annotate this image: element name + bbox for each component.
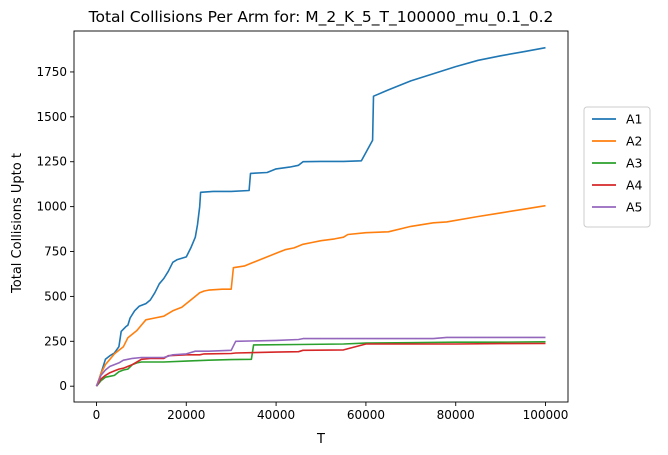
x-axis-label: T [316,432,325,447]
y-tick-label: 500 [44,289,67,303]
x-tick-label: 40000 [257,408,295,422]
y-tick-label: 1500 [36,110,67,124]
x-tick-label: 80000 [437,408,475,422]
legend-box [583,106,651,228]
y-tick-label: 1750 [36,65,67,79]
y-tick-label: 250 [44,334,67,348]
chart-title: Total Collisions Per Arm for: M_2_K_5_T_… [88,8,554,27]
series-line-a1 [95,46,546,387]
series-line-a2 [95,204,546,387]
plot-frame [73,30,569,403]
legend-label-a1: A1 [626,112,643,127]
legend-label-a3: A3 [626,156,643,171]
x-tick-label: 0 [93,408,101,422]
legend-label-a5: A5 [626,200,643,215]
series-line-a5 [95,336,546,387]
series-line-a3 [95,341,546,387]
y-tick-label: 1250 [36,155,67,169]
legend-label-a2: A2 [626,134,643,149]
y-tick-label: 750 [44,245,67,259]
plot-area: 0 20000 40000 60000 80000 100000 0 250 500 750 100… [36,30,569,422]
x-tick-label: 60000 [347,408,385,422]
y-tick-label: 1000 [36,200,67,214]
x-tick-label: 20000 [167,408,205,422]
legend-label-a4: A4 [626,178,643,193]
y-axis-label: Total Collisions Upto t [10,153,25,294]
legend: A1 A2 A3 A4 A5 [583,106,651,228]
y-tick-label: 0 [59,379,67,393]
x-tick-label: 100000 [523,408,569,422]
